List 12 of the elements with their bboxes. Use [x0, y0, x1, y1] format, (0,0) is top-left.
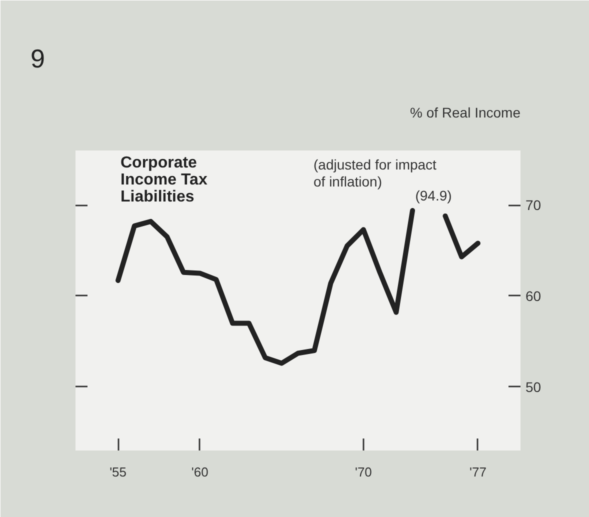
x-tick-label: '77	[469, 464, 486, 480]
y-axis-title: % of Real Income	[410, 104, 521, 120]
y-tick-label: 70	[526, 197, 542, 214]
y-tick-label: 50	[526, 378, 542, 395]
x-tick-label: '55	[110, 464, 127, 480]
x-tick-label: '70	[354, 464, 372, 480]
annotation: (94.9)	[415, 188, 452, 204]
x-tick-label: '60	[191, 464, 208, 480]
text: (adjusted for impact of inflation)	[314, 156, 437, 190]
text: 9	[30, 44, 45, 74]
text: Corporate Income Tax Liabilities	[120, 154, 208, 206]
y-tick-label: 60	[526, 288, 542, 304]
